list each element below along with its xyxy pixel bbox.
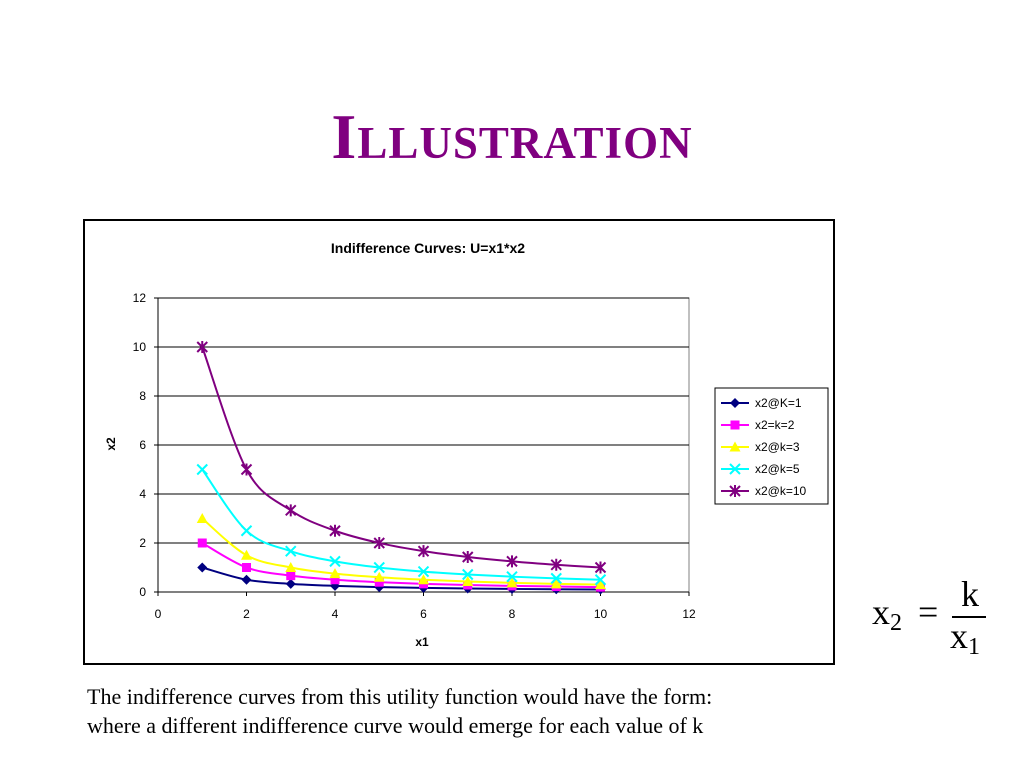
data-point	[550, 558, 562, 571]
formula-lhs: x2	[872, 592, 902, 636]
data-point	[242, 563, 251, 572]
data-point	[197, 562, 208, 573]
data-point	[197, 538, 207, 548]
series-2	[196, 513, 606, 590]
data-point	[329, 555, 341, 568]
data-point	[417, 565, 430, 578]
data-point	[462, 575, 474, 586]
data-point	[285, 562, 297, 572]
data-point	[329, 524, 341, 537]
indifference-curves-chart: Indifference Curves: U=x1*x2 0 2 4 6 8 10 12 0 2…	[104, 240, 829, 649]
legend-swatch-marker	[729, 463, 741, 475]
legend-swatch-marker	[730, 420, 740, 430]
legend-label: x2@k=10	[755, 484, 807, 498]
series-line	[201, 542, 601, 589]
y-tick-label: 12	[133, 291, 147, 305]
x-tick-label: 12	[682, 607, 696, 621]
slide-title: Illustration	[331, 101, 693, 172]
series-line	[201, 346, 601, 569]
data-point	[418, 574, 429, 585]
chart-title: Indifference Curves: U=x1*x2	[331, 240, 525, 256]
x-tick-label: 10	[594, 607, 608, 621]
data-point	[462, 568, 474, 581]
formula-numerator: k	[961, 574, 979, 614]
data-point	[241, 549, 252, 560]
legend-label: x2@K=1	[755, 396, 802, 410]
chart-frame: Indifference Curves: U=x1*x2 0 2 4 6 8 10 12 0 2…	[83, 219, 835, 665]
data-point	[373, 561, 385, 574]
x-tick-label: 0	[155, 607, 162, 621]
y-tick-label: 8	[139, 389, 146, 403]
data-point	[374, 577, 384, 587]
formula-equals: =	[918, 592, 939, 632]
data-point	[506, 577, 518, 588]
data-point	[240, 463, 253, 476]
legend-swatch-marker	[729, 485, 741, 497]
gridlines	[158, 297, 689, 544]
y-tick-label: 10	[133, 340, 147, 354]
data-point	[329, 568, 341, 579]
x-axis-label: x1	[415, 635, 429, 649]
legend-swatch-marker	[730, 398, 740, 408]
y-tick-label: 0	[139, 585, 146, 599]
series-lines	[196, 341, 607, 595]
data-point	[462, 550, 474, 563]
data-point	[373, 537, 385, 549]
indifference-curve-formula: x2 = k x1	[872, 574, 1002, 660]
data-point	[330, 575, 340, 585]
caption-line-1: The indifference curves from this utilit…	[87, 684, 713, 709]
data-point	[594, 574, 607, 586]
legend-label: x2@k=3	[755, 440, 800, 454]
data-point	[240, 525, 253, 537]
caption-line-2: where a different indifference curve wou…	[87, 713, 704, 738]
data-point	[196, 341, 208, 353]
legend-label: x2@k=5	[755, 462, 800, 476]
x-tick-label: 6	[420, 607, 427, 621]
data-point	[196, 513, 208, 523]
formula-denominator-subscript: 1	[968, 634, 980, 660]
series-line	[201, 517, 601, 586]
y-tick-label: 2	[139, 536, 146, 550]
y-tick-label: 4	[139, 487, 146, 501]
data-point	[285, 545, 297, 557]
legend-swatch-marker	[729, 441, 741, 452]
series-line	[201, 468, 601, 581]
series-line	[201, 566, 601, 591]
x-tick-label: 4	[332, 607, 339, 621]
series-4	[196, 341, 607, 574]
x-tick-label: 8	[509, 607, 516, 621]
data-point	[285, 578, 296, 589]
data-point	[550, 572, 562, 585]
formula-denominator: x1	[950, 616, 980, 660]
series-3	[196, 463, 607, 586]
y-tick-label: 6	[139, 438, 146, 452]
data-point	[594, 561, 607, 574]
data-point	[506, 570, 518, 583]
data-point	[595, 579, 606, 590]
data-point	[286, 571, 296, 581]
data-point	[373, 571, 385, 582]
data-point	[550, 578, 562, 589]
x-tick-label: 2	[243, 607, 250, 621]
data-point	[285, 504, 297, 517]
data-point	[241, 574, 252, 585]
formula-lhs-subscript: 2	[890, 610, 902, 636]
caption: The indifference curves from this utilit…	[87, 682, 1007, 740]
data-point	[374, 582, 385, 593]
tick-labels: 0 2 4 6 8 10 12 0 2 4 6 8 10 12	[133, 291, 696, 621]
data-point	[417, 545, 430, 558]
y-axis-label: x2	[104, 437, 118, 451]
fraction-bar	[952, 616, 986, 618]
legend: x2@K=1 x2=k=2 x2@k=3 x2@k=5 x2@k=10	[714, 387, 829, 505]
data-point	[196, 463, 208, 476]
data-point	[506, 555, 518, 568]
legend-label: x2=k=2	[755, 418, 795, 432]
